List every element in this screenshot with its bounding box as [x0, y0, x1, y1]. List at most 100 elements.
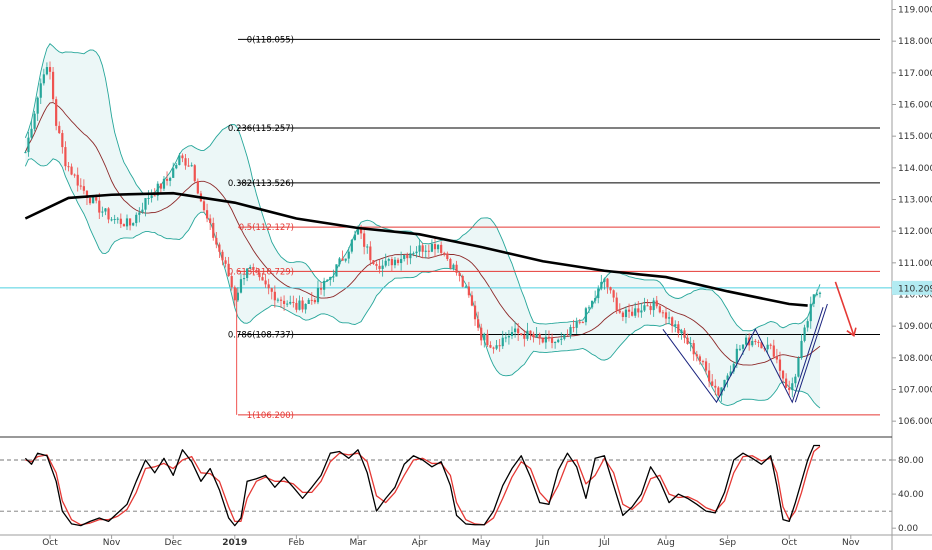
down-arrow-head [846, 327, 857, 338]
candle-body [255, 269, 258, 273]
candle-body [258, 272, 261, 278]
candle-body [45, 67, 49, 75]
last-price-label: 110.209 [898, 284, 932, 294]
candle-body [42, 74, 45, 84]
time-tick-label: Dec [164, 538, 181, 548]
candle-body [624, 309, 628, 318]
candle-body [560, 338, 563, 340]
candle-body [769, 344, 772, 346]
candle-body [631, 311, 634, 316]
candle-body [230, 276, 233, 288]
candle-body [403, 255, 406, 259]
candle-body [132, 223, 135, 226]
candle-body [387, 259, 390, 261]
candle-body [603, 278, 606, 282]
candle-body [298, 300, 301, 310]
candle-body [757, 341, 760, 343]
candle-body [467, 286, 470, 296]
candle-body [775, 356, 778, 360]
candle-body [310, 299, 313, 301]
candle-body [350, 239, 353, 252]
candle-body [246, 268, 249, 278]
candle-body [781, 370, 785, 379]
trend-line [794, 303, 828, 403]
price-tick-label: 113.000 [898, 196, 932, 206]
time-tick-label: Oct [781, 538, 797, 548]
candle-body [153, 195, 156, 197]
candle-body [797, 357, 800, 377]
candle-body [686, 337, 689, 344]
candle-body [104, 208, 107, 212]
candle-body [292, 301, 295, 303]
candle-body [301, 300, 304, 310]
candle-body [627, 309, 631, 312]
candle-body [806, 321, 809, 328]
candle-body [101, 211, 104, 213]
candle-body [763, 348, 766, 350]
candle-body [498, 345, 501, 347]
candle-body [267, 284, 270, 289]
candle-body [421, 245, 424, 252]
candle-body [477, 319, 480, 328]
candle-body [587, 307, 591, 309]
candle-body [30, 128, 33, 138]
candle-body [415, 251, 418, 254]
candle-body [646, 305, 649, 307]
candle-body [319, 288, 323, 290]
candle-body [282, 300, 286, 304]
candle-body [615, 297, 618, 311]
candle-body [711, 381, 714, 386]
candle-body [27, 137, 30, 153]
osc-tick-label: 0.00 [898, 524, 918, 534]
candle-body [236, 292, 239, 301]
candle-body [344, 258, 347, 261]
stochastic-panel [0, 444, 892, 527]
candle-body [261, 277, 264, 281]
candle-body [249, 267, 252, 269]
candle-body [156, 183, 159, 196]
candle-body [175, 164, 178, 169]
candle-body [353, 234, 357, 240]
candle-body [449, 259, 452, 269]
candle-body [181, 155, 184, 159]
candle-body [489, 345, 492, 348]
stochastic-line [25, 445, 821, 526]
candle-body [788, 387, 791, 391]
candle-body [138, 212, 141, 215]
candle-body [689, 343, 692, 345]
candle-body [242, 277, 246, 280]
candle-body [492, 347, 495, 349]
candle-body [723, 379, 726, 388]
candle-body [289, 301, 292, 304]
candle-body [572, 327, 575, 329]
candle-body [73, 174, 76, 176]
candle-body [313, 299, 316, 303]
price-tick-label: 109.000 [898, 322, 932, 332]
candle-body [735, 348, 738, 364]
candle-body [55, 99, 58, 126]
candle-body [224, 260, 227, 264]
candle-body [507, 335, 511, 338]
candle-body [424, 250, 427, 252]
candle-body [744, 337, 748, 345]
candle-body [381, 265, 384, 269]
candle-body [726, 375, 729, 380]
candle-body [581, 322, 584, 324]
candle-body [818, 292, 822, 294]
candle-body [433, 244, 437, 250]
candle-body [184, 158, 187, 166]
candle-body [738, 348, 742, 350]
candle-body [304, 303, 307, 310]
candle-body [190, 165, 193, 167]
candle-body [532, 333, 535, 338]
candle-body [547, 336, 551, 338]
time-tick-label: Jun [535, 538, 550, 548]
candle-body [809, 303, 812, 322]
time-tick-label: Aug [657, 538, 675, 548]
candle-body [338, 258, 341, 265]
candle-body [741, 344, 745, 349]
candle-body [664, 312, 668, 319]
candle-body [128, 218, 132, 226]
candle-body [698, 356, 701, 362]
candle-body [550, 337, 554, 343]
